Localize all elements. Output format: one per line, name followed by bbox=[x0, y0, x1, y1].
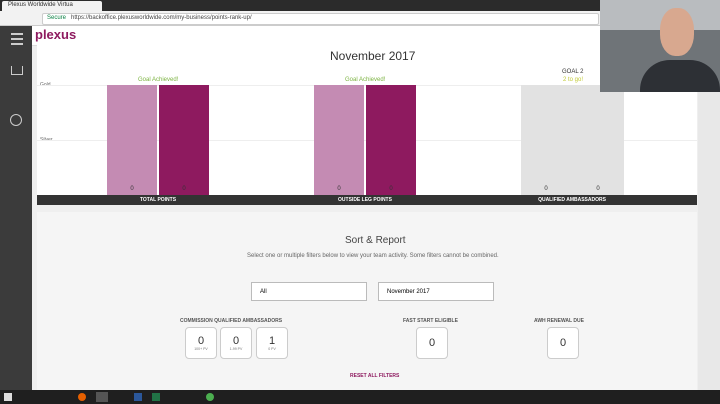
category-label: TOTAL POINTS bbox=[139, 197, 177, 203]
bar-value: 0 bbox=[596, 186, 600, 192]
category-label: OUTSIDE LEG POINTS bbox=[338, 197, 392, 203]
section-title: Sort & Report bbox=[345, 235, 406, 246]
help-icon[interactable] bbox=[10, 114, 22, 126]
count: 1 bbox=[268, 335, 276, 347]
count-label: 0 PV bbox=[268, 347, 276, 351]
taskbar bbox=[0, 390, 720, 404]
webcam-overlay bbox=[600, 0, 720, 92]
sort-report-panel bbox=[37, 212, 697, 390]
goal-status: Goal Achieved! bbox=[345, 77, 386, 83]
count-box[interactable]: 0 100+ PV bbox=[185, 327, 217, 359]
start-button[interactable] bbox=[4, 393, 12, 401]
count-box[interactable]: 0 bbox=[416, 327, 448, 359]
count-label: 100+ PV bbox=[194, 347, 208, 351]
toolbar: Secure https://backoffice.plexusworldwid… bbox=[0, 11, 720, 26]
url: https://backoffice.plexusworldwide.com/m… bbox=[71, 15, 252, 21]
goal-status: 2 to go! bbox=[563, 77, 584, 83]
bar bbox=[366, 85, 416, 195]
select-value: November 2017 bbox=[387, 289, 430, 295]
goal-label: GOAL 2 bbox=[562, 69, 584, 75]
logo[interactable]: plexus bbox=[35, 27, 77, 42]
reset-link[interactable]: RESET ALL FILTERS bbox=[350, 373, 400, 379]
count: 0 bbox=[232, 335, 240, 347]
secure-label: Secure bbox=[47, 15, 67, 21]
month-title: November 2017 bbox=[330, 49, 416, 63]
filter-title: COMMISSION QUALIFIED AMBASSADORS bbox=[180, 318, 283, 324]
menu-icon[interactable] bbox=[11, 33, 23, 45]
category-bar bbox=[37, 195, 697, 205]
app-icon[interactable] bbox=[78, 393, 86, 401]
app-icon[interactable] bbox=[206, 393, 214, 401]
filter-select[interactable]: All bbox=[251, 282, 367, 301]
app-icon[interactable] bbox=[152, 393, 160, 401]
shoulders bbox=[640, 60, 720, 92]
filter-title: FAST START ELIGIBLE bbox=[403, 318, 458, 324]
select-value: All bbox=[260, 289, 267, 295]
app-icon[interactable] bbox=[134, 393, 142, 401]
bar-value: 0 bbox=[544, 186, 548, 192]
address-bar[interactable]: Secure https://backoffice.plexusworldwid… bbox=[42, 13, 599, 25]
category-label: QUALIFIED AMBASSADORS bbox=[538, 197, 606, 203]
goal-status: Goal Achieved! bbox=[138, 77, 179, 83]
bar bbox=[521, 85, 624, 195]
bar-value: 0 bbox=[389, 186, 393, 192]
bar-value: 0 bbox=[337, 186, 341, 192]
count-box[interactable]: 0 bbox=[547, 327, 579, 359]
sidebar bbox=[0, 26, 32, 390]
count-box[interactable]: 0 1-99 PV bbox=[220, 327, 252, 359]
cart-icon[interactable] bbox=[11, 66, 23, 75]
bar bbox=[107, 85, 157, 195]
bar bbox=[159, 85, 209, 195]
bar bbox=[314, 85, 364, 195]
description: Select one or multiple filters below to … bbox=[247, 253, 499, 259]
count: 0 bbox=[428, 337, 436, 349]
bar-value: 0 bbox=[130, 186, 134, 192]
tab-strip bbox=[0, 0, 720, 11]
bar-value: 0 bbox=[182, 186, 186, 192]
face bbox=[660, 8, 694, 56]
filter-title: AWH RENEWAL DUE bbox=[534, 318, 584, 324]
scrollbar[interactable] bbox=[698, 26, 720, 390]
count: 0 bbox=[197, 335, 205, 347]
filter-select[interactable]: November 2017 bbox=[378, 282, 494, 301]
app-icon[interactable] bbox=[96, 392, 108, 402]
count-label: 1-99 PV bbox=[229, 347, 243, 351]
header: plexus bbox=[32, 26, 698, 46]
count: 0 bbox=[559, 337, 567, 349]
tab-title: Plexus Worldwide Virtua bbox=[8, 2, 73, 8]
tab[interactable]: Plexus Worldwide Virtua bbox=[2, 1, 102, 11]
